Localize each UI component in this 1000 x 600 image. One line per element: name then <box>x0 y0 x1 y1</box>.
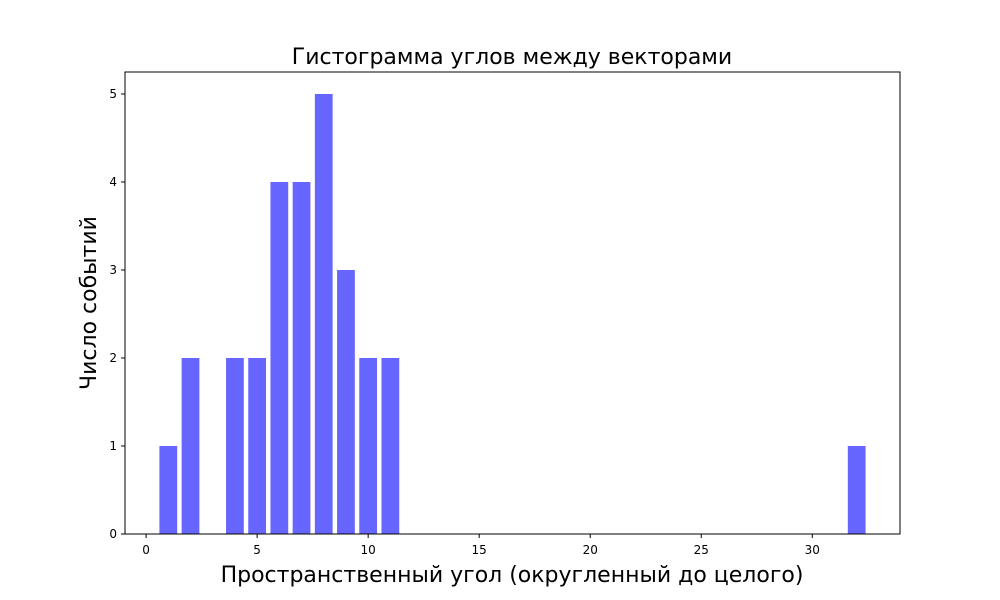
x-tick-label: 5 <box>253 543 261 557</box>
chart-title: Гистограмма углов между векторами <box>292 45 732 70</box>
x-tick-label: 20 <box>583 543 598 557</box>
y-tick-label: 0 <box>109 527 117 541</box>
bar-32 <box>847 446 866 534</box>
x-tick-label: 30 <box>805 543 820 557</box>
bar-4 <box>226 358 244 534</box>
bar-6 <box>270 182 289 534</box>
x-tick-label: 25 <box>694 543 709 557</box>
x-tick-label: 0 <box>142 543 150 557</box>
x-tick-label: 10 <box>361 543 376 557</box>
bar-5 <box>248 358 267 534</box>
y-tick-label: 2 <box>109 351 117 365</box>
y-tick-label: 4 <box>109 175 117 189</box>
y-tick-label: 3 <box>109 263 117 277</box>
y-axis: 0 1 2 3 4 5 <box>109 87 125 541</box>
bar-7 <box>292 182 311 534</box>
bar-2 <box>181 358 200 534</box>
y-tick-label: 5 <box>109 87 117 101</box>
x-tick-label: 15 <box>472 543 487 557</box>
y-axis-label: Число событий <box>77 216 102 390</box>
bars-layer <box>159 94 866 534</box>
x-axis: 0 5 10 15 20 25 30 <box>142 534 820 557</box>
plot-frame <box>124 71 901 535</box>
bar-10 <box>359 358 378 534</box>
bar-9 <box>337 270 355 534</box>
bar-1 <box>159 446 178 534</box>
bar-11 <box>381 358 400 534</box>
y-tick-label: 1 <box>109 439 117 453</box>
bar-8 <box>314 94 333 534</box>
x-axis-label: Пространственный угол (округленный до це… <box>221 563 804 588</box>
